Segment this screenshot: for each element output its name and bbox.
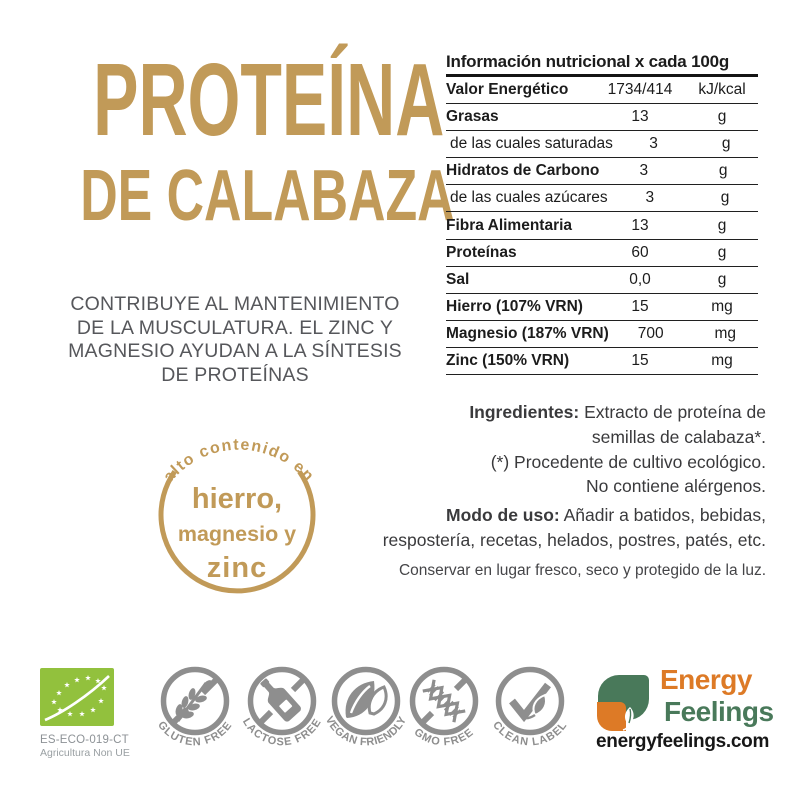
- bottle-crossed-icon: [247, 666, 317, 736]
- product-title-line1: PROTEÍNA: [93, 42, 445, 157]
- eu-cert-origin: Agricultura Non UE: [40, 747, 130, 759]
- claim-line: MAGNESIO AYUDAN A LA SÍNTESIS: [68, 340, 402, 362]
- storage-text: Conservar en lugar fresco, seco y proteg…: [398, 562, 766, 579]
- brand-website: energyfeelings.com: [596, 731, 770, 752]
- check-leaf-icon: [495, 666, 565, 736]
- ingredients-text: Ingredientes: Extracto de proteína de se…: [469, 402, 766, 497]
- clean-label-badge: CLEAN LABEL: [490, 666, 569, 748]
- wheat-crossed-icon: [160, 666, 230, 736]
- lactose-free-badge: LACTOSE FREE: [240, 666, 323, 748]
- claim-line: DE PROTEÍNAS: [161, 363, 309, 386]
- badge-arc-text: alto contenido en: [160, 437, 317, 486]
- eu-organic-leaf-icon: [40, 668, 114, 726]
- gmo-free-badge: GMO FREE: [409, 666, 479, 748]
- table-row: Grasas 13 g: [446, 104, 758, 132]
- brand-name-energy: Energy: [660, 664, 752, 695]
- energy-feelings-logo: [597, 675, 649, 731]
- leaves-icon: [331, 666, 401, 736]
- brand-name-feelings: Feelings: [664, 696, 774, 727]
- claim-line: DE LA MUSCULATURA. EL ZINC Y: [76, 316, 394, 339]
- usage-text: Modo de uso: Añadir a batidos, bebidas, …: [382, 505, 766, 550]
- badge-zinc-text: zinc: [207, 552, 267, 584]
- badge-arc: [158, 469, 316, 594]
- table-row: Hidratos de Carbono 3 g: [446, 158, 758, 186]
- table-row: Zinc (150% VRN) 15 mg: [446, 348, 758, 376]
- nutrition-table: Información nutricional x cada 100g Valo…: [446, 48, 758, 376]
- claim-line: CONTRIBUYE AL MANTENIMIENTO: [70, 293, 400, 315]
- eu-cert-code: ES-ECO-019-CT: [40, 734, 129, 746]
- nutrition-table-title: Información nutricional x cada 100g: [446, 48, 758, 77]
- table-row: Proteínas 60 g: [446, 240, 758, 267]
- dna-crossed-icon: [409, 666, 479, 736]
- badge-magnesio-text: magnesio y: [178, 522, 296, 546]
- usage-label: Modo de uso:: [446, 505, 560, 525]
- gmo-free-label: GMO FREE: [412, 726, 477, 748]
- table-row: Hierro (107% VRN) 15 mg: [446, 294, 758, 321]
- product-title-line2: DE CALABAZA: [80, 156, 455, 236]
- table-row: Sal 0,0 g: [446, 267, 758, 294]
- health-claim-text: CONTRIBUYE AL MANTENIMIENTO DE LA MUSCUL…: [40, 293, 430, 387]
- table-row: Magnesio (187% VRN) 700 mg: [446, 321, 758, 348]
- table-row: de las cuales azúcares 3 g: [446, 185, 758, 213]
- table-row: Valor Energético 1734/414 kJ/kcal: [446, 77, 758, 105]
- vegan-friendly-badge: VEGAN FRIENDLY: [323, 666, 409, 748]
- high-content-badge: alto contenido en hierro, magnesio y zin…: [158, 437, 317, 594]
- ingredients-label: Ingredientes:: [469, 402, 580, 422]
- badge-hierro-text: hierro,: [192, 483, 282, 515]
- table-row: Fibra Alimentaria 13 g: [446, 212, 758, 240]
- eu-organic-cert: ES-ECO-019-CT Agricultura Non UE: [40, 668, 150, 759]
- table-row: de las cuales saturadas 3 g: [446, 131, 758, 159]
- gluten-free-badge: GLUTEN FREE: [155, 666, 234, 748]
